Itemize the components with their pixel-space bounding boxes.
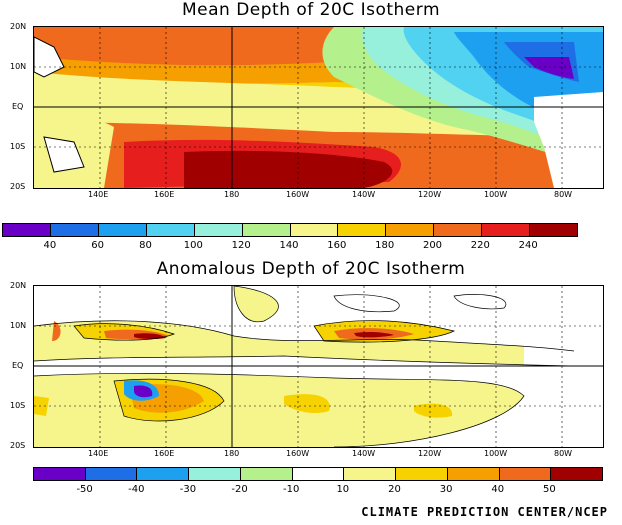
colorbar-swatch [98,224,147,236]
lat-label: 10S [10,142,26,151]
colorbar-label: 60 [91,240,105,251]
colorbar-label: 160 [327,240,347,251]
colorbar-label: 100 [183,240,203,251]
lon-label: 160E [154,449,175,458]
lat-label: 10N [10,321,27,330]
colorbar-label: -30 [179,484,197,495]
colorbar-swatch [34,468,86,480]
colorbar-swatch [530,224,578,236]
colorbar-swatch [194,224,243,236]
colorbar-label: 40 [43,240,57,251]
colorbar-label: 200 [422,240,443,251]
lon-label: 80W [554,449,573,458]
colorbar-label: 40 [491,484,505,495]
mean-depth-map [33,26,604,189]
colorbar-swatch [386,224,435,236]
colorbar-label: 120 [231,240,251,251]
lon-label: 140E [88,449,109,458]
credit-text: CLIMATE PREDICTION CENTER/NCEP [361,505,608,519]
colorbar-swatch [290,224,339,236]
colorbar-label: 240 [518,240,538,251]
colorbar-swatch [434,224,483,236]
mean-depth-title: Mean Depth of 20C Isotherm [181,0,441,20]
lon-label: 140W [352,449,376,458]
colorbar-swatch [240,468,293,480]
lat-label: 20N [10,281,27,290]
lon-label: 120W [418,449,442,458]
colorbar-label: 10 [336,484,350,495]
lon-label: 180 [224,190,240,199]
lon-label: 140W [352,190,376,199]
lon-label: 80W [554,190,573,199]
colorbar-label: -40 [128,484,145,495]
lat-label: EQ [12,102,24,111]
lat-label: 20N [10,22,27,31]
colorbar-swatch [85,468,138,480]
lat-label: 20S [10,441,26,450]
lon-label: 100W [484,190,508,199]
anomaly-colorbar [33,467,603,481]
colorbar-swatch [146,224,195,236]
colorbar-swatch [482,224,531,236]
colorbar-swatch [292,468,345,480]
mean-depth-field [34,27,603,188]
colorbar-label: 140 [279,240,299,251]
lat-label: 10S [10,401,26,410]
lon-label: 100W [484,449,508,458]
colorbar-swatch [137,468,190,480]
colorbar-label: 30 [439,484,453,495]
colorbar-swatch [338,224,387,236]
colorbar-swatch [551,468,603,480]
colorbar-label: -50 [76,484,93,495]
colorbar-swatch [3,224,51,236]
colorbar-swatch [396,468,448,480]
lon-label: 160W [286,190,310,199]
colorbar-label: 50 [542,484,556,495]
colorbar-swatch [499,468,552,480]
colorbar-swatch [447,468,500,480]
colorbar-label: 180 [375,240,395,251]
colorbar-swatch [189,468,241,480]
colorbar-swatch [50,224,99,236]
mean-colorbar [2,223,578,237]
lat-label: EQ [12,361,24,370]
lon-label: 120W [418,190,442,199]
anomaly-depth-title: Anomalous Depth of 20C Isotherm [156,259,466,279]
colorbar-label: -10 [283,484,300,495]
lon-label: 160W [286,449,310,458]
anomaly-depth-map [33,285,604,448]
colorbar-swatch [344,468,397,480]
colorbar-swatch [242,224,291,236]
colorbar-label: 80 [139,240,152,251]
lat-label: 20S [10,182,26,191]
lon-label: 140E [88,190,109,199]
lat-label: 10N [10,62,27,71]
colorbar-label: 20 [388,484,401,495]
colorbar-label: 220 [470,240,490,251]
anomaly-depth-field [34,286,603,447]
colorbar-label: -20 [231,484,248,495]
lon-label: 160E [154,190,175,199]
lon-label: 180 [224,449,240,458]
